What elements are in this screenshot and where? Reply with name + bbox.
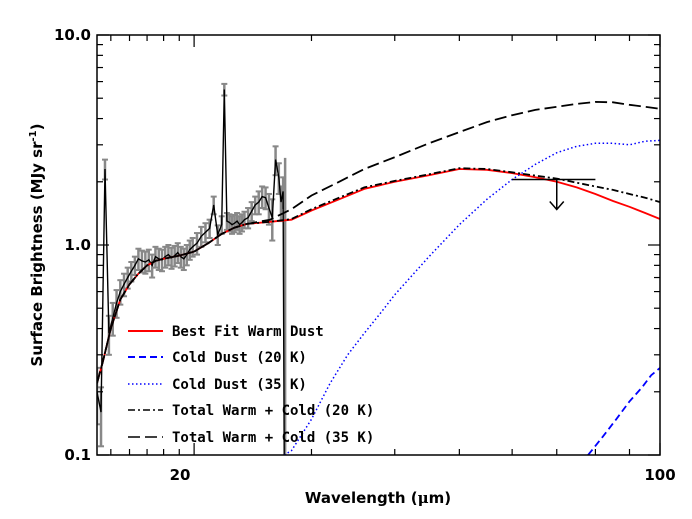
y-tick-label-0-1: 0.1 [64,446,91,464]
legend-label-total-35k: Total Warm + Cold (35 K) [172,430,374,446]
upper-limit-arrowhead [549,201,565,211]
axis-ticks [97,34,661,456]
x-axis-title-tail: m) [429,489,452,507]
legend-label-cold-35k: Cold Dust (35 K) [172,377,307,393]
series-line-2 [283,139,660,455]
x-axis-title-mu: μ [418,489,429,507]
legend-label-total-20k: Total Warm + Cold (20 K) [172,403,374,419]
y-axis-title-sup: -1 [28,130,39,141]
series-line-4 [97,100,660,384]
x-tick-label-100: 100 [644,466,675,484]
legend-label-cold-20k: Cold Dust (20 K) [172,350,307,366]
x-axis-title-main: Wavelength ( [305,489,418,507]
legend: Best Fit Warm Dust Cold Dust (20 K) Cold… [128,324,374,446]
y-axis-title: Surface Brightness (MJy sr-1) [28,124,46,367]
x-tick-label-20: 20 [170,466,191,484]
y-tick-label-1-0: 1.0 [64,236,91,254]
y-axis-title-main: Surface Brightness (MJy sr [28,141,46,367]
model-curves [97,100,660,455]
spectrum-line [97,89,285,455]
upper-limit-marker [512,178,596,211]
legend-label-warm-dust: Best Fit Warm Dust [172,324,324,340]
y-axis-title-tail: ) [28,124,46,131]
x-axis-title: Wavelength (μm) [305,489,451,507]
series-line-1 [587,367,660,455]
spectrum-layer [97,82,287,455]
y-tick-label-10-0: 10.0 [54,26,91,44]
